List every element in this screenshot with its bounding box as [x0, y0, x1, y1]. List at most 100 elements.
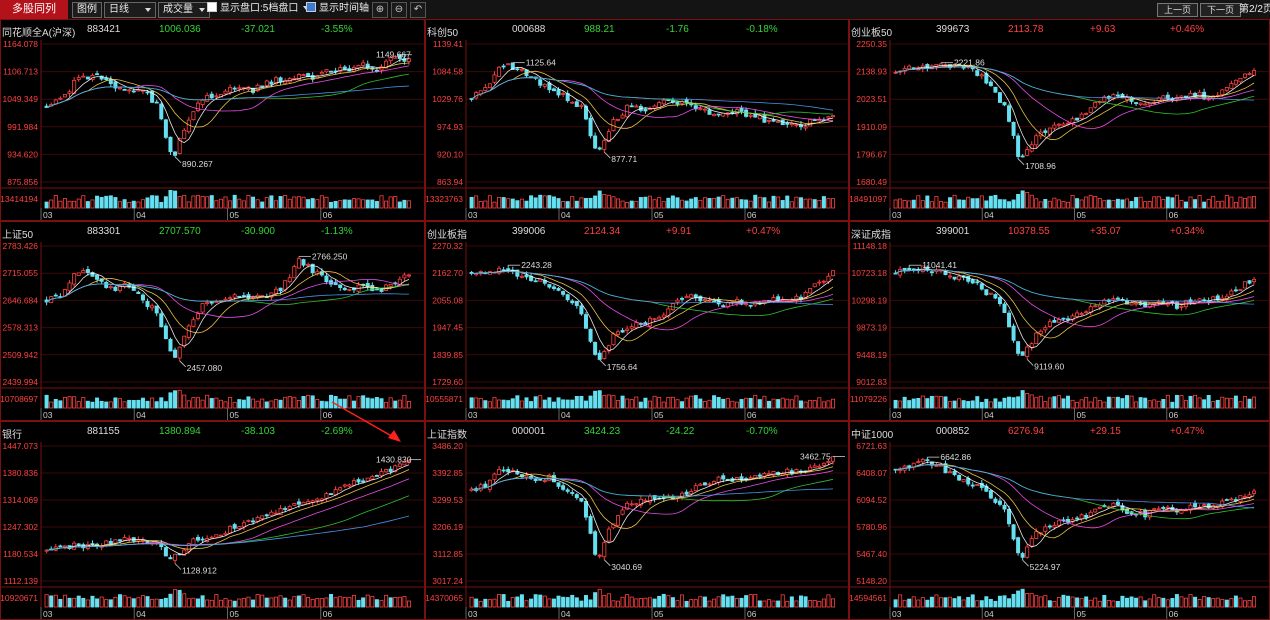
volume-bar: [771, 600, 776, 608]
volume-bar: [44, 394, 49, 409]
stock-panel[interactable]: 上证指数 000001 3424.23 -24.22 -0.70% 3486.20 3392…: [425, 421, 849, 620]
checkbox-icon[interactable]: [207, 2, 217, 12]
candle: [497, 469, 502, 475]
volume-bar: [492, 397, 497, 409]
volume-bar: [519, 400, 524, 409]
candle: [515, 68, 520, 71]
candlestick-chart[interactable]: 11148.18 10723.18 10298.19 9873.19 9448.19 90…: [850, 242, 1269, 420]
x-tick-label: 05: [230, 210, 240, 220]
legend-view-button[interactable]: 图例: [72, 2, 102, 18]
volume-bar: [113, 596, 118, 608]
volume-bar: [1052, 396, 1057, 409]
volume-bar: [310, 598, 315, 608]
candlestick-chart[interactable]: 1164.078 1106.713 1049.349 991.984 934.620 87…: [1, 40, 424, 220]
zoom-out-icon[interactable]: ⊖: [391, 2, 407, 18]
candle: [232, 87, 237, 90]
volume-bar: [707, 600, 712, 608]
volume-bar: [177, 196, 182, 209]
candle: [159, 103, 164, 120]
candle: [1120, 505, 1125, 511]
y-tick-label: 2578.313: [3, 323, 39, 333]
candle: [145, 301, 150, 307]
candle: [538, 478, 543, 481]
volume-bar: [1202, 399, 1207, 409]
candlestick-chart[interactable]: 1447.073 1380.836 1314.069 1247.302 1180.534…: [1, 442, 424, 619]
candle: [602, 542, 607, 558]
volume-bar: [547, 598, 552, 608]
volume-bar: [952, 598, 957, 608]
volume-bar: [379, 398, 384, 409]
volume-bar: [943, 597, 948, 608]
volume-bar: [970, 594, 975, 608]
period-select[interactable]: 日线: [104, 2, 156, 18]
volume-bar: [186, 598, 191, 608]
y-tick-label: 3206.19: [432, 522, 463, 532]
volume-bar: [542, 399, 547, 409]
candle: [952, 470, 957, 476]
candlestick-chart[interactable]: 2270.32 2162.70 2055.08 1947.45 1839.85 1729.…: [426, 242, 848, 420]
module-title[interactable]: 多股同列: [0, 0, 68, 19]
stock-panel[interactable]: 科创50 000688 988.21 -1.76 -0.18% 1139.41 1084.5…: [425, 19, 849, 221]
volume-bar: [997, 199, 1002, 209]
stock-panel[interactable]: 银行 881155 1380.894 -38.103 -2.69% 1447.073 138…: [0, 421, 425, 620]
stock-panel[interactable]: 同花顺全A(沪深) 883421 1006.036 -37.021 -3.55% 1164…: [0, 19, 425, 221]
stock-panel[interactable]: 创业板50 399673 2113.78 +9.63 +0.46% 2250.35 2138…: [849, 19, 1270, 221]
candle: [625, 328, 630, 332]
volume-bar: [1025, 192, 1030, 209]
volume-bar: [911, 596, 916, 608]
candle: [351, 480, 356, 486]
checkbox-checked-icon[interactable]: [306, 2, 316, 12]
next-page-button[interactable]: 下一页: [1200, 3, 1242, 17]
candlestick-chart[interactable]: 2783.426 2715.055 2646.684 2578.313 2509.942…: [1, 242, 424, 420]
volume-bar: [1125, 597, 1129, 608]
volume-bar: [329, 201, 334, 209]
volume-bar: [961, 199, 966, 209]
panel-header: 科创50 000688 988.21 -1.76 -0.18%: [426, 20, 848, 40]
volume-bar: [1025, 592, 1030, 608]
show-orderbook-toggle[interactable]: 显示盘口:5档盘口: [207, 2, 310, 16]
stock-panel[interactable]: 深证成指 399001 10378.55 +35.07 +0.34% 11148.18 10…: [849, 221, 1270, 421]
volume-bar: [487, 599, 492, 608]
candlestick-chart[interactable]: 2250.35 2138.93 2023.51 1910.09 1796.67 1680.…: [850, 40, 1269, 220]
volume-bar: [721, 195, 726, 209]
x-tick-label: 05: [654, 410, 664, 420]
volume-bar: [698, 199, 703, 209]
volume-bar: [533, 197, 538, 209]
show-time-axis-toggle[interactable]: 显示时间轴: [306, 2, 369, 16]
volume-bar: [214, 397, 219, 409]
volume-bar: [67, 200, 72, 209]
stock-code: 399001: [936, 226, 970, 237]
volume-bar: [680, 594, 685, 608]
stock-panel[interactable]: 上证50 883301 2707.570 -30.900 -1.13% 2783.426 2…: [0, 221, 425, 421]
volume-bar: [1043, 401, 1048, 409]
y-tick-label: 9012.83: [856, 377, 887, 387]
volume-bar: [292, 596, 297, 608]
candlestick-chart[interactable]: 1139.41 1084.58 1029.76 974.93 920.10 863.94 1…: [426, 40, 848, 220]
candle: [287, 277, 292, 283]
volume-bar: [744, 199, 749, 209]
candle: [817, 465, 822, 468]
prev-page-button[interactable]: 上一页: [1157, 3, 1199, 17]
volume-bar: [365, 397, 370, 409]
indicator-select[interactable]: 成交量: [158, 2, 210, 18]
stock-panel[interactable]: 创业板指 399006 2124.34 +9.91 +0.47% 2270.32 2162.…: [425, 221, 849, 421]
candle: [1233, 289, 1238, 292]
candle: [501, 65, 506, 68]
volume-bar: [154, 401, 159, 409]
stock-panel[interactable]: 中证1000 000852 6276.94 +29.15 +0.47% 6721.63 64…: [849, 421, 1270, 620]
volume-bar: [223, 598, 228, 608]
candlestick-chart[interactable]: 3486.20 3392.85 3299.53 3206.19 3112.85 3017.…: [426, 442, 848, 619]
volume-bar: [99, 400, 104, 409]
moving-average-line: [46, 515, 410, 551]
volume-bar: [583, 198, 588, 209]
candlestick-chart[interactable]: 6721.63 6408.07 6094.52 5780.96 5467.40 5148.…: [850, 442, 1269, 619]
candle: [957, 475, 962, 481]
candle: [1161, 95, 1166, 100]
moving-average-line: [895, 464, 1255, 509]
candle: [638, 498, 643, 506]
volume-bar: [803, 401, 808, 409]
undo-icon[interactable]: ↶: [410, 2, 426, 18]
candle: [1043, 526, 1048, 532]
volume-bar: [1007, 201, 1012, 209]
zoom-in-icon[interactable]: ⊕: [372, 2, 388, 18]
